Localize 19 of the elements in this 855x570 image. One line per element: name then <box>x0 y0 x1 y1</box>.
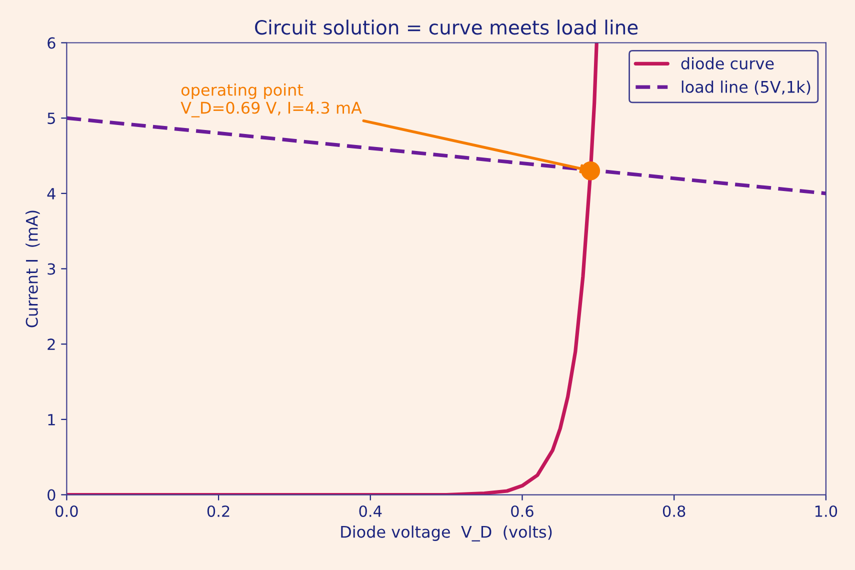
legend-label: diode curve <box>681 57 774 70</box>
y-tick-label: 4 <box>47 188 56 200</box>
y-axis-title: Current I (mA) <box>26 210 40 328</box>
y-tick-label: 2 <box>48 338 55 350</box>
y-tick-label: 3 <box>48 263 56 275</box>
annotation: operating point V_D=0.69 V, I=4.3 mA <box>180 84 362 118</box>
y-tick-label: 1 <box>48 414 55 426</box>
y-tick-label: 0 <box>48 489 56 501</box>
x-tick-label: 0.2 <box>207 505 230 518</box>
x-tick-label: 0.6 <box>511 505 534 518</box>
legend-label: load line (5V,1k) <box>682 80 810 95</box>
x-tick-label: 1.0 <box>815 505 838 518</box>
x-axis-title: Diode voltage V_D (volts) <box>341 526 552 542</box>
x-tick-label: 0.4 <box>359 505 382 518</box>
x-tick-label: 0.0 <box>56 505 78 518</box>
x-tick-label: 0.8 <box>662 505 686 518</box>
y-tick-label: 6 <box>48 37 56 49</box>
y-tick-label: 5 <box>48 112 55 124</box>
chart-title: Circuit solution = curve meets load line <box>255 20 638 35</box>
